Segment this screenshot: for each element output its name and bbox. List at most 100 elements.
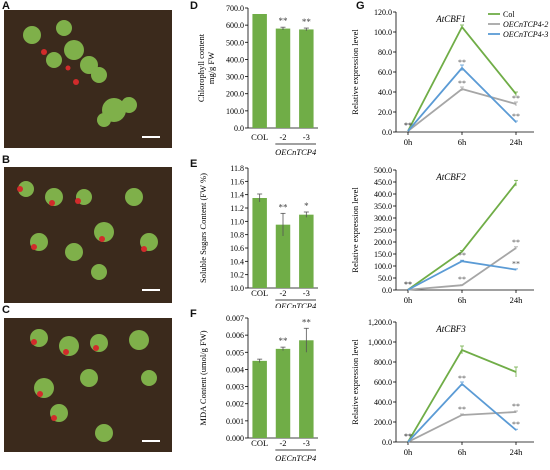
- panel-letter-c: C: [2, 304, 10, 316]
- y-tick-label: 1,000.0: [368, 338, 392, 347]
- x-tick-label: COL: [251, 132, 268, 142]
- series-line: [407, 88, 517, 132]
- significance-label: **: [512, 94, 520, 103]
- plant-photo-a-drawing: [4, 10, 172, 148]
- y-tick-label: 11.4: [230, 191, 244, 200]
- plant-photo-b: [4, 167, 172, 303]
- significance-label: **: [512, 112, 520, 121]
- panel-letter-d: D: [190, 0, 198, 12]
- y-axis-label: Relative expression level: [350, 187, 360, 273]
- significance-label: **: [302, 317, 312, 327]
- x-tick-label: 0h: [404, 137, 413, 147]
- y-tick-label: 400.0: [226, 55, 244, 64]
- bar: [252, 14, 267, 128]
- y-tick-label: 300.0: [226, 73, 244, 82]
- y-tick-label: 0.0: [382, 286, 392, 295]
- bar: [299, 340, 314, 438]
- y-tick-label: 600.0: [226, 21, 244, 30]
- significance-label: **: [279, 336, 289, 346]
- significance-label: **: [512, 420, 520, 429]
- y-tick-label: 10.8: [230, 231, 244, 240]
- chart-title: AtCBF1: [435, 14, 466, 24]
- chart-title: AtCBF2: [435, 172, 466, 182]
- significance-label: **: [458, 275, 466, 284]
- legend-label: OECnTCP4-2: [503, 20, 548, 29]
- bar: [275, 348, 291, 438]
- y-tick-label: 10.2: [230, 271, 244, 280]
- y-tick-label: 1,200.0: [368, 318, 392, 327]
- y-axis-label: MDA Content (umol/g FW): [198, 330, 208, 425]
- x-tick-label: COL: [251, 288, 268, 298]
- significance-label: **: [458, 79, 466, 88]
- panel-letter-f: F: [190, 308, 197, 320]
- y-tick-label: 60.0: [378, 68, 392, 77]
- bar: [275, 28, 291, 129]
- y-tick-label: 0.005: [226, 348, 244, 357]
- series-line: [407, 182, 517, 291]
- y-tick-label: 350.0: [374, 202, 392, 211]
- y-tick-label: 200.0: [374, 238, 392, 247]
- plant-photo-c: [4, 318, 172, 452]
- x-tick-label: 6h: [458, 137, 467, 147]
- y-tick-label: 200.0: [226, 90, 244, 99]
- panel-letter-a: A: [2, 0, 10, 12]
- panel-letter-g: G: [356, 0, 365, 12]
- significance-label: **: [404, 280, 412, 289]
- x-tick-label: 6h: [458, 447, 467, 457]
- group-label: OECnTCP4: [275, 301, 317, 308]
- bar: [299, 214, 314, 288]
- x-tick-label: -2: [279, 438, 286, 448]
- y-tick-label: 80.0: [378, 48, 392, 57]
- group-label: OECnTCP4: [275, 453, 317, 463]
- y-axis-label: Chlorophyll contentmg/g FW: [196, 33, 216, 102]
- panel-letter-e: E: [190, 158, 198, 170]
- y-tick-label: 0.0: [234, 124, 244, 133]
- legend-label: OECnTCP4-3: [503, 30, 548, 39]
- significance-label: **: [404, 121, 412, 130]
- bar: [275, 224, 291, 288]
- y-axis-label: Relative expression level: [350, 339, 360, 425]
- x-tick-label: -2: [279, 288, 286, 298]
- significance-label: **: [512, 238, 520, 247]
- y-tick-label: 0.002: [226, 400, 244, 409]
- panel-letter-b: B: [2, 154, 10, 166]
- chart-mda: 0.000 0.001 0.002 0.003 0.004 0.005 0.006 0.007…: [198, 314, 318, 463]
- y-tick-label: 20.0: [378, 108, 392, 117]
- significance-label: **: [512, 402, 520, 411]
- significance-label: **: [404, 121, 412, 130]
- scale-bar: [142, 136, 160, 138]
- y-tick-label: 11.0: [230, 217, 244, 226]
- y-tick-label: 450.0: [374, 178, 392, 187]
- y-tick-label: 500.0: [374, 166, 392, 175]
- y-tick-label: 40.0: [378, 88, 392, 97]
- chart-atcbf3: 0.0 200.0 400.0 600.0 800.0 1,000.0 1,200.0 0h 6…: [350, 318, 534, 457]
- y-tick-label: 10.4: [230, 257, 244, 266]
- significance-label: **: [279, 16, 289, 26]
- chart-atcbf2: 0.0 50.0 100.0 150.0 200.0 250.0 300.0 350.0 400…: [350, 166, 534, 305]
- y-tick-label: 100.0: [226, 107, 244, 116]
- significance-label: **: [458, 58, 466, 67]
- x-tick-label: -2: [279, 132, 286, 142]
- y-tick-label: 11.2: [230, 204, 244, 213]
- bar: [252, 198, 267, 288]
- y-tick-label: 0.000: [226, 434, 244, 443]
- y-tick-label: 300.0: [374, 214, 392, 223]
- significance-label: *: [304, 201, 309, 211]
- chart-soluble-sugars: 10.0 10.2 10.4 10.6 10.8 11.0 11.2 11.4 11.6 11.8…: [198, 164, 318, 308]
- significance-label: **: [279, 202, 289, 212]
- y-tick-label: 11.8: [230, 164, 244, 173]
- y-tick-label: 0.006: [226, 331, 244, 340]
- significance-label: **: [512, 260, 520, 269]
- y-tick-label: 0.0: [382, 438, 392, 447]
- significance-label: **: [404, 432, 412, 441]
- y-tick-label: 50.0: [378, 274, 392, 283]
- plant-photo-c-drawing: [4, 318, 172, 452]
- y-tick-label: 700.0: [226, 4, 244, 13]
- y-tick-label: 150.0: [374, 250, 392, 259]
- chart-title: AtCBF3: [435, 324, 466, 334]
- scale-bar: [142, 440, 160, 442]
- significance-label: **: [404, 432, 412, 441]
- y-tick-label: 10.6: [230, 244, 244, 253]
- chart-atcbf1: 0.0 20.0 40.0 60.0 80.0 100.0 120.0 0h 6h 24h Rela…: [350, 8, 548, 147]
- y-tick-label: 100.0: [374, 28, 392, 37]
